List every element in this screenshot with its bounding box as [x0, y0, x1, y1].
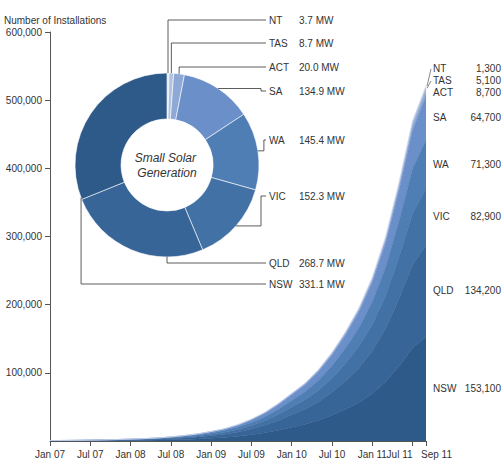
svg-text:Jul 11: Jul 11 — [387, 449, 413, 460]
svg-text:VIC: VIC — [269, 191, 286, 202]
svg-text:82,900: 82,900 — [470, 211, 501, 222]
svg-text:300,000: 300,000 — [6, 231, 43, 242]
svg-text:NSW: NSW — [433, 383, 457, 394]
svg-text:331.1 MW: 331.1 MW — [299, 279, 345, 290]
svg-text:71,300: 71,300 — [470, 159, 501, 170]
svg-text:Jan 10: Jan 10 — [277, 449, 307, 460]
svg-text:Jan 08: Jan 08 — [116, 449, 146, 460]
svg-text:Generation: Generation — [137, 166, 197, 180]
svg-text:WA: WA — [433, 159, 449, 170]
svg-text:ACT: ACT — [433, 87, 453, 98]
svg-text:Jul 10: Jul 10 — [319, 449, 346, 460]
svg-text:400,000: 400,000 — [6, 163, 43, 174]
svg-text:QLD: QLD — [269, 258, 290, 269]
svg-text:500,000: 500,000 — [6, 95, 43, 106]
svg-text:Jul 09: Jul 09 — [238, 449, 265, 460]
svg-text:Jan 11: Jan 11 — [358, 449, 388, 460]
svg-text:20.0 MW: 20.0 MW — [299, 62, 340, 73]
svg-text:Jan 07: Jan 07 — [35, 449, 65, 460]
svg-text:Number of Installations: Number of Installations — [4, 15, 106, 26]
svg-text:145.4 MW: 145.4 MW — [299, 135, 345, 146]
svg-text:Jul 07: Jul 07 — [77, 449, 104, 460]
svg-text:152.3 MW: 152.3 MW — [299, 191, 345, 202]
svg-text:1,300: 1,300 — [476, 63, 501, 74]
svg-text:Small Solar: Small Solar — [135, 151, 200, 165]
svg-text:134.9 MW: 134.9 MW — [299, 86, 345, 97]
svg-text:3.7 MW: 3.7 MW — [299, 15, 334, 26]
svg-text:8.7 MW: 8.7 MW — [299, 38, 334, 49]
svg-text:SA: SA — [269, 86, 283, 97]
svg-text:8,700: 8,700 — [476, 87, 501, 98]
svg-text:TAS: TAS — [269, 38, 288, 49]
svg-text:Jan 09: Jan 09 — [196, 449, 226, 460]
svg-text:QLD: QLD — [433, 285, 454, 296]
svg-text:NT: NT — [269, 15, 282, 26]
svg-text:5,100: 5,100 — [476, 75, 501, 86]
svg-text:100,000: 100,000 — [6, 367, 43, 378]
svg-text:600,000: 600,000 — [6, 27, 43, 38]
svg-text:SA: SA — [433, 112, 447, 123]
svg-text:134,200: 134,200 — [465, 285, 502, 296]
svg-text:NT: NT — [433, 63, 446, 74]
svg-text:153,100: 153,100 — [465, 383, 502, 394]
svg-text:VIC: VIC — [433, 211, 450, 222]
svg-text:NSW: NSW — [269, 279, 293, 290]
svg-text:TAS: TAS — [433, 75, 452, 86]
svg-text:Sep 11: Sep 11 — [421, 449, 452, 460]
svg-text:268.7 MW: 268.7 MW — [299, 258, 345, 269]
svg-text:64,700: 64,700 — [470, 112, 501, 123]
svg-text:WA: WA — [269, 135, 285, 146]
svg-text:200,000: 200,000 — [6, 299, 43, 310]
svg-text:ACT: ACT — [269, 62, 289, 73]
svg-text:Jul 08: Jul 08 — [158, 449, 185, 460]
